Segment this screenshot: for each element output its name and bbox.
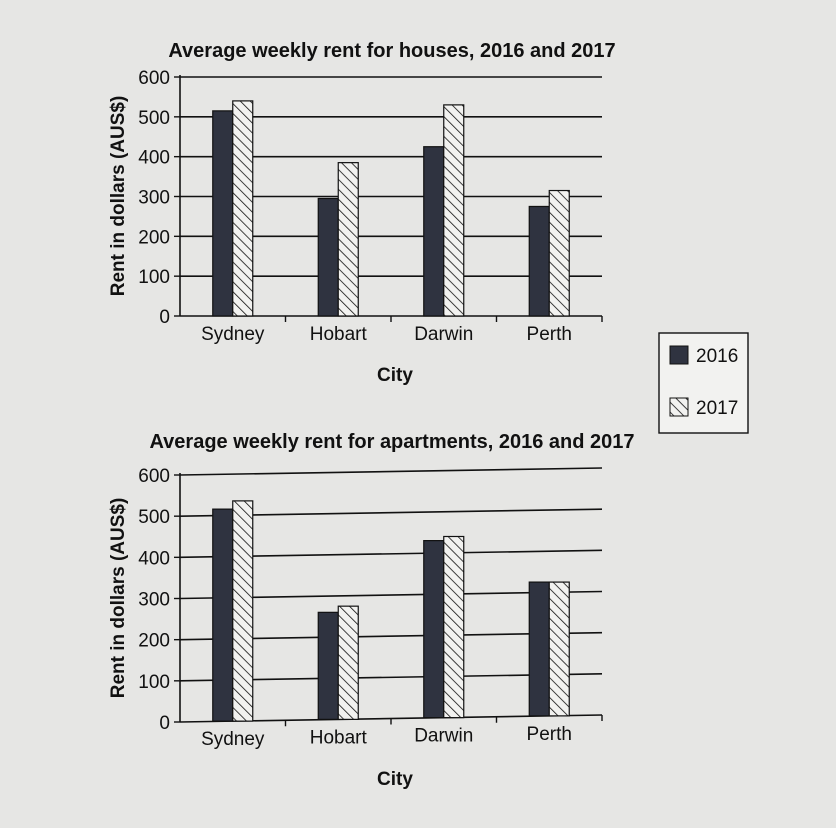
y-tick-label: 100 [138, 672, 170, 693]
chart-title: Average weekly rent for apartments, 2016… [149, 431, 634, 453]
y-tick-label: 400 [138, 148, 170, 169]
y-tick-label: 600 [138, 466, 170, 487]
legend-swatch-2016 [669, 345, 689, 365]
category-label: Perth [527, 324, 572, 345]
y-tick-label: 300 [138, 590, 170, 611]
category-label: Hobart [310, 727, 368, 748]
legend-label-2017: 2017 [696, 398, 738, 419]
y-tick-label: 200 [138, 227, 170, 248]
x-axis-label: City [377, 365, 413, 386]
y-ticks: 0 100 200 300 400 500 600 [138, 68, 180, 328]
y-tick-label: 0 [159, 713, 170, 734]
bar-2016-darwin [423, 146, 445, 317]
chart-title: Average weekly rent for houses, 2016 and… [168, 40, 615, 62]
bars [212, 100, 570, 317]
y-ticks: 0 100 200 300 400 500 600 [138, 466, 180, 734]
y-tick-label: 100 [138, 267, 170, 288]
bar-2017-perth [548, 189, 570, 317]
bar-2017-sydney [232, 500, 254, 722]
category-label: Darwin [414, 324, 473, 345]
bar-2017-sydney [232, 100, 254, 317]
bar-2016-perth [528, 205, 550, 317]
bar-2017-darwin [443, 104, 465, 317]
gridline [179, 467, 603, 476]
category-label: Hobart [310, 324, 368, 345]
x-axis-label: City [377, 769, 413, 790]
category-labels: Sydney Hobart Darwin Perth [201, 324, 572, 345]
bars [212, 500, 570, 722]
legend-swatch-2017 [669, 397, 689, 417]
bar-2017-darwin [443, 535, 465, 719]
y-tick-label: 600 [138, 68, 170, 89]
y-axis-label: Rent in dollars (AUS$) [108, 498, 129, 699]
y-tick-label: 300 [138, 188, 170, 209]
y-axis-label: Rent in dollars (AUS$) [108, 96, 129, 297]
bar-2016-sydney [212, 110, 234, 317]
y-tick-label: 200 [138, 631, 170, 652]
houses-rent-chart: Average weekly rent for houses, 2016 and… [108, 40, 616, 386]
legend: 2016 2017 [658, 332, 749, 434]
bar-2016-sydney [212, 508, 234, 722]
apartments-rent-chart: Average weekly rent for apartments, 2016… [108, 431, 635, 790]
bar-2016-hobart [317, 611, 339, 720]
category-label: Sydney [201, 324, 265, 345]
category-label: Perth [527, 724, 572, 745]
bar-2017-hobart [337, 605, 359, 720]
category-labels: Sydney Hobart Darwin Perth [201, 724, 572, 750]
y-tick-label: 400 [138, 548, 170, 569]
y-tick-label: 500 [138, 507, 170, 528]
bar-2016-perth [528, 581, 550, 717]
legend-label-2016: 2016 [696, 346, 738, 367]
bar-2016-darwin [423, 540, 445, 719]
bar-2016-hobart [317, 197, 339, 317]
category-label: Darwin [414, 726, 473, 747]
y-tick-label: 0 [159, 307, 170, 328]
bar-2017-hobart [337, 162, 359, 317]
bar-2017-perth [548, 581, 570, 717]
category-label: Sydney [201, 729, 265, 750]
y-tick-label: 500 [138, 108, 170, 129]
